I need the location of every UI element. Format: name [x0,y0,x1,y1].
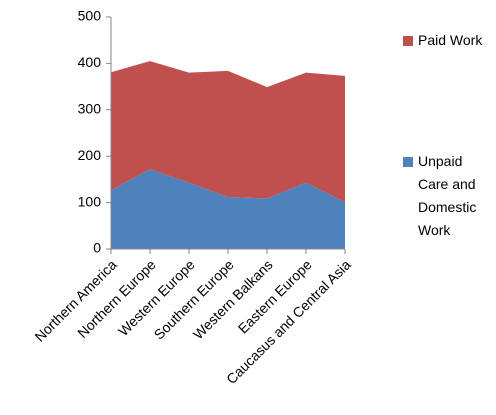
legend-item: Paid Work [418,32,483,48]
legend-label: Paid Work [418,32,483,48]
area [111,169,345,249]
legend-item: Unpaid Care and Domestic Work [418,153,477,238]
y-tick-label: 500 [78,8,102,24]
y-tick-label: 300 [78,101,102,117]
y-tick-label: 200 [78,147,102,163]
y-tick-label: 400 [78,54,102,70]
y-tick-label: 100 [78,193,102,209]
area [111,61,345,203]
legend-swatch [403,157,413,167]
legend-label: Unpaid Care and Domestic Work [418,153,477,238]
y-tick-label: 0 [93,240,101,256]
legend-swatch [403,36,413,46]
